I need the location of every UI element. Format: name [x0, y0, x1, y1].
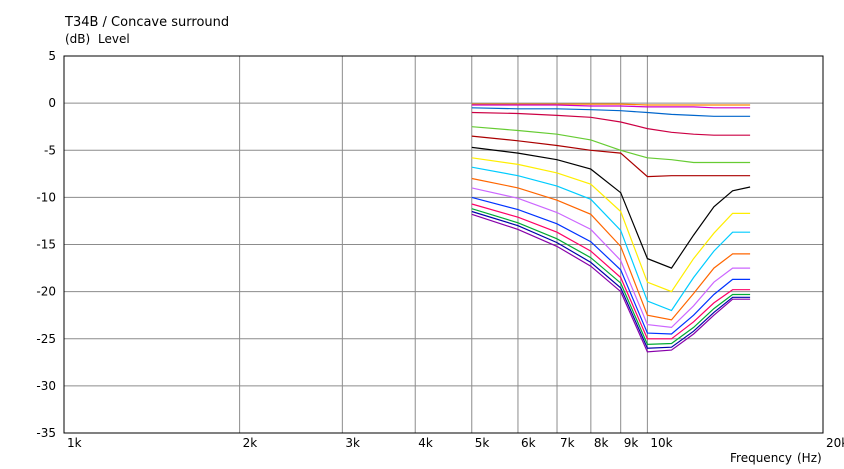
- y-axis-label: Level: [98, 32, 130, 46]
- series-line: [471, 196, 751, 335]
- series-line: [471, 111, 751, 136]
- series-line: [471, 177, 751, 321]
- grid: [63, 55, 824, 434]
- y-tick-label: -30: [36, 379, 56, 393]
- series-line: [471, 107, 751, 117]
- chart-title: T34B / Concave surround: [64, 15, 229, 30]
- axis-ticks: 5 0 -5 -10 -15 -20 -25 -30 -35 1k 2k 3k 4k 5k 6k 7k 8k 9k…: [36, 49, 844, 450]
- y-tick-label: -10: [36, 190, 56, 204]
- x-tick-label: 2k: [243, 436, 258, 450]
- series-line: [471, 210, 751, 349]
- x-tick-label: 4k: [418, 436, 433, 450]
- y-tick-label: 0: [48, 96, 56, 110]
- y-tick-label: -15: [36, 238, 56, 252]
- x-axis-unit: (Hz): [797, 451, 822, 465]
- y-axis-unit: (dB): [65, 32, 90, 46]
- series-line: [471, 126, 751, 164]
- x-tick-label: 20k: [826, 436, 844, 450]
- x-axis-label: Frequency: [730, 451, 792, 465]
- x-tick-label: 9k: [624, 436, 639, 450]
- series-line: [471, 146, 751, 269]
- x-tick-label: 3k: [345, 436, 360, 450]
- series-line: [471, 103, 751, 106]
- y-tick-label: -35: [36, 426, 56, 440]
- series-line: [471, 157, 751, 293]
- series-line: [471, 104, 751, 109]
- y-tick-label: -5: [44, 143, 56, 157]
- series-lines: [471, 103, 751, 353]
- x-tick-label: 10k: [650, 436, 672, 450]
- series-line: [471, 135, 751, 178]
- y-tick-label: 5: [48, 49, 56, 63]
- x-tick-label: 1k: [67, 436, 82, 450]
- x-tick-label: 5k: [475, 436, 490, 450]
- series-line: [471, 208, 751, 346]
- x-tick-label: 8k: [594, 436, 609, 450]
- y-tick-label: -25: [36, 332, 56, 346]
- series-line: [471, 166, 751, 312]
- y-tick-label: -20: [36, 285, 56, 299]
- series-line: [471, 203, 751, 340]
- series-line: [471, 187, 751, 329]
- series-line: [471, 213, 751, 353]
- x-tick-label: 7k: [560, 436, 575, 450]
- plot-frame: [63, 55, 824, 434]
- x-tick-label: 6k: [521, 436, 536, 450]
